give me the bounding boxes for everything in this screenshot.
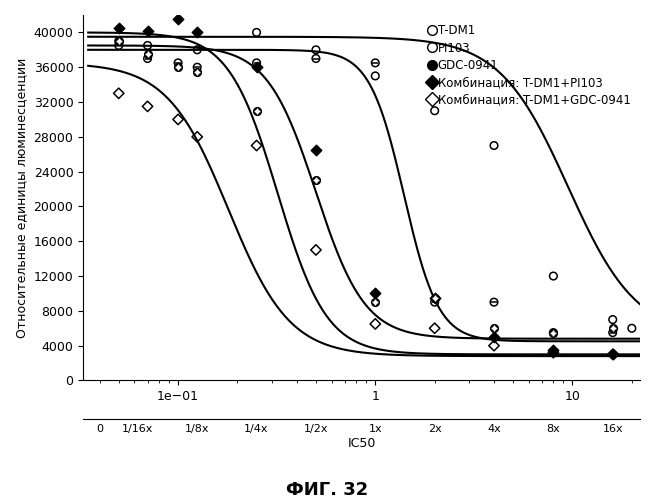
Point [252, 106, 262, 114]
Point [173, 63, 183, 71]
Point [430, 298, 440, 306]
Point [252, 28, 262, 36]
Point [173, 16, 183, 24]
Point [173, 63, 183, 71]
Point [192, 63, 202, 71]
Point [142, 42, 153, 50]
Point [370, 320, 381, 328]
Point [370, 298, 381, 306]
Point [310, 54, 321, 62]
Point [370, 298, 381, 306]
Point [489, 298, 499, 306]
Point [113, 37, 124, 45]
Point [310, 46, 321, 54]
Point [252, 59, 262, 67]
Point [142, 102, 153, 110]
Point [607, 324, 618, 332]
Point [489, 324, 499, 332]
Point [430, 324, 440, 332]
Point [192, 68, 202, 76]
Point [607, 316, 618, 324]
Point [489, 333, 499, 341]
Point [113, 90, 124, 98]
Point [192, 28, 202, 36]
Point [310, 146, 321, 154]
Point [370, 72, 381, 80]
Point [252, 142, 262, 150]
Point [627, 324, 637, 332]
Point [548, 328, 559, 336]
Point [192, 63, 202, 71]
Point [310, 246, 321, 254]
Point [113, 24, 124, 32]
Point [310, 176, 321, 184]
Point [252, 106, 262, 114]
Y-axis label: Относительные единицы люминесценции: Относительные единицы люминесценции [15, 58, 28, 338]
Point [430, 294, 440, 302]
Point [113, 42, 124, 50]
Point [192, 68, 202, 76]
Point [142, 54, 153, 62]
Point [113, 42, 124, 50]
Point [142, 50, 153, 58]
Point [252, 59, 262, 67]
Point [113, 37, 124, 45]
Point [548, 328, 559, 336]
Point [173, 63, 183, 71]
Point [607, 324, 618, 332]
Point [173, 59, 183, 67]
Point [489, 324, 499, 332]
Point [142, 54, 153, 62]
Text: ФИГ. 32: ФИГ. 32 [286, 481, 369, 499]
Point [173, 116, 183, 124]
Point [607, 350, 618, 358]
Point [548, 346, 559, 354]
Point [142, 26, 153, 34]
Point [430, 294, 440, 302]
Point [607, 350, 618, 358]
Legend: T-DM1, PI103, GDC-0941, Комбинация: T-DM1+PI103, Комбинация: T-DM1+GDC-0941: T-DM1, PI103, GDC-0941, Комбинация: T-DM… [428, 21, 634, 110]
Point [252, 63, 262, 71]
Point [548, 328, 559, 336]
Point [113, 37, 124, 45]
Point [489, 324, 499, 332]
Point [489, 298, 499, 306]
X-axis label: IC50: IC50 [347, 437, 376, 450]
Point [173, 59, 183, 67]
Point [607, 324, 618, 332]
Point [548, 328, 559, 336]
Point [192, 133, 202, 141]
Point [548, 272, 559, 280]
Point [252, 106, 262, 114]
Point [607, 328, 618, 336]
Point [310, 176, 321, 184]
Point [489, 342, 499, 349]
Point [192, 46, 202, 54]
Point [370, 298, 381, 306]
Point [607, 328, 618, 336]
Point [310, 54, 321, 62]
Point [430, 298, 440, 306]
Point [370, 59, 381, 67]
Point [142, 50, 153, 58]
Point [548, 328, 559, 336]
Point [310, 176, 321, 184]
Point [548, 348, 559, 356]
Point [430, 294, 440, 302]
Point [430, 294, 440, 302]
Point [370, 290, 381, 298]
Point [113, 37, 124, 45]
Point [489, 142, 499, 150]
Point [192, 68, 202, 76]
Point [430, 106, 440, 114]
Point [142, 50, 153, 58]
Point [370, 59, 381, 67]
